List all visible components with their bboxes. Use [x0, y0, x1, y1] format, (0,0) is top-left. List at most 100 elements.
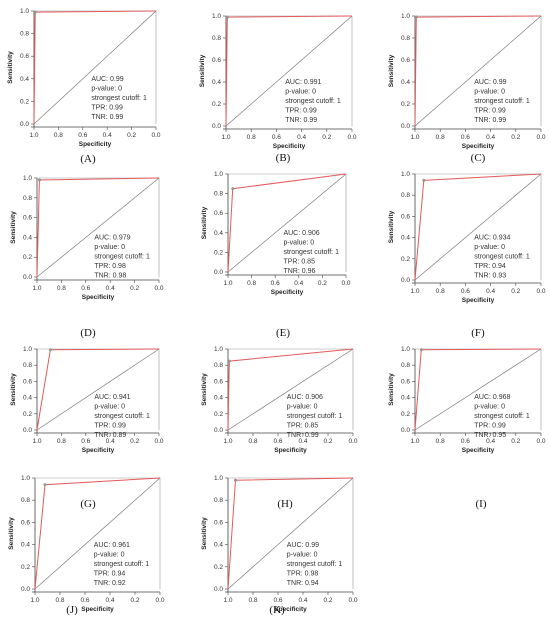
chance-diagonal	[227, 477, 354, 590]
stat-line: TPR: 0.94	[474, 263, 506, 270]
y-tick-label: 0.2	[401, 101, 410, 108]
y-tick-label: 0.6	[401, 213, 410, 220]
stat-line: AUC: 0.99	[91, 76, 123, 83]
y-tick-label: 0.4	[214, 230, 223, 237]
y-tick-label: 0.0	[21, 586, 30, 593]
x-tick-label: 0.0	[155, 597, 164, 604]
x-tick-label: 0.4	[103, 132, 112, 139]
panel-letter: (G)	[80, 498, 96, 510]
x-tick-label: 0.0	[536, 134, 545, 141]
stat-line: TPR: 0.98	[287, 570, 319, 577]
y-tick-label: 1.0	[401, 171, 410, 178]
stat-line: TNR: 0.95	[474, 432, 506, 439]
x-tick-label: 0.0	[348, 438, 357, 445]
stat-line: TNR: 0.92	[94, 580, 126, 587]
x-tick-label: 0.4	[294, 280, 303, 287]
x-tick-label: 0.6	[271, 280, 280, 287]
panel-letter: (E)	[276, 327, 290, 339]
panel-letter: (D)	[80, 327, 96, 339]
y-tick-label: 0.0	[401, 427, 410, 434]
x-tick-label: 0.6	[273, 597, 282, 604]
roc-panel-d: 1.0 0.8 0.6 0.4 0.2 0.0 0.0 0.2 0.4 0.6 0.8 1.0 Spec…	[10, 175, 164, 339]
cutoff-point	[43, 483, 47, 487]
panel-letter: (K)	[269, 604, 285, 616]
stat-line: TNR: 0.94	[287, 580, 319, 587]
stat-line: TNR: 0.96	[283, 268, 315, 275]
x-tick-label: 0.8	[436, 134, 445, 141]
y-tick-label: 0.8	[214, 362, 223, 369]
y-tick-label: 0.6	[212, 57, 221, 64]
chance-diagonal	[227, 173, 347, 273]
y-tick-label: 0.8	[401, 362, 410, 369]
x-tick-label: 1.0	[223, 438, 232, 445]
x-tick-label: 0.0	[151, 132, 160, 139]
panel-letter: (B)	[276, 152, 291, 164]
y-tick-label: 0.4	[401, 235, 410, 242]
x-tick-label: 0.2	[511, 288, 520, 295]
y-axis-label: Sensitivity	[201, 206, 208, 239]
stat-line: strongest cutoff: 1	[94, 561, 150, 568]
chance-diagonal	[33, 10, 157, 125]
stat-line: TNR: 0.93	[474, 273, 506, 280]
stat-line: AUC: 0.979	[94, 234, 130, 241]
y-axis-label: Sensitivity	[10, 373, 17, 406]
stat-line: AUC: 0.961	[94, 542, 130, 549]
panel-letter: (F)	[471, 327, 485, 339]
stat-line: TPR: 0.98	[94, 263, 126, 270]
x-axis-label: Specificity	[271, 289, 304, 296]
x-tick-label: 0.4	[297, 134, 306, 141]
cutoff-point	[227, 359, 231, 363]
x-tick-label: 0.8	[55, 597, 64, 604]
y-tick-label: 0.6	[401, 378, 410, 385]
y-axis-label: Sensitivity	[201, 373, 208, 406]
x-tick-label: 1.0	[410, 134, 419, 141]
y-tick-label: 1.0	[212, 13, 221, 20]
y-axis-label: Sensitivity	[388, 210, 395, 243]
y-tick-label: 0.2	[20, 98, 29, 105]
y-tick-label: 0.8	[214, 191, 223, 198]
x-tick-label: 0.8	[54, 132, 63, 139]
stat-line: p-value: 0	[474, 404, 505, 411]
y-tick-label: 0.6	[23, 378, 32, 385]
cutoff-point	[33, 10, 37, 14]
panel-letter: (H)	[277, 498, 293, 510]
x-tick-label: 0.6	[81, 438, 90, 445]
y-tick-label: 0.0	[214, 586, 223, 593]
x-tick-label: 0.2	[127, 132, 136, 139]
y-tick-label: 0.8	[401, 35, 410, 42]
y-axis-label: Sensitivity	[201, 517, 208, 550]
y-tick-label: 0.4	[23, 234, 32, 241]
y-tick-label: 1.0	[401, 346, 410, 353]
y-axis-label: Sensitivity	[388, 54, 395, 87]
y-tick-label: 0.2	[21, 564, 30, 571]
stat-line: p-value: 0	[287, 551, 318, 558]
chance-diagonal	[414, 15, 542, 127]
cutoff-point	[48, 348, 52, 352]
y-tick-label: 1.0	[401, 13, 410, 20]
x-axis-label: Specificity	[462, 297, 495, 304]
stat-line: p-value: 0	[474, 89, 505, 96]
stat-line: TNR: 0.99	[287, 432, 319, 439]
y-tick-label: 0.6	[23, 215, 32, 222]
stat-line: p-value: 0	[287, 404, 318, 411]
x-tick-label: 0.8	[436, 438, 445, 445]
y-axis-label: Sensitivity	[7, 51, 14, 84]
x-tick-label: 0.6	[78, 132, 87, 139]
x-tick-label: 0.2	[511, 134, 520, 141]
x-tick-label: 0.6	[461, 438, 470, 445]
panel-letter: (A)	[80, 153, 96, 165]
y-tick-label: 0.2	[212, 101, 221, 108]
x-tick-label: 0.0	[536, 438, 545, 445]
y-tick-label: 1.0	[23, 175, 32, 182]
panel-letter: (C)	[471, 152, 486, 164]
x-tick-label: 0.4	[486, 134, 495, 141]
stat-line: TPR: 0.85	[287, 423, 319, 430]
chance-diagonal	[414, 348, 542, 431]
stat-line: AUC: 0.941	[94, 394, 130, 401]
y-tick-label: 0.2	[214, 249, 223, 256]
x-tick-label: 0.6	[272, 134, 281, 141]
x-tick-label: 1.0	[410, 438, 419, 445]
x-tick-label: 1.0	[410, 288, 419, 295]
cutoff-point	[225, 15, 229, 19]
y-tick-label: 0.4	[20, 76, 29, 83]
